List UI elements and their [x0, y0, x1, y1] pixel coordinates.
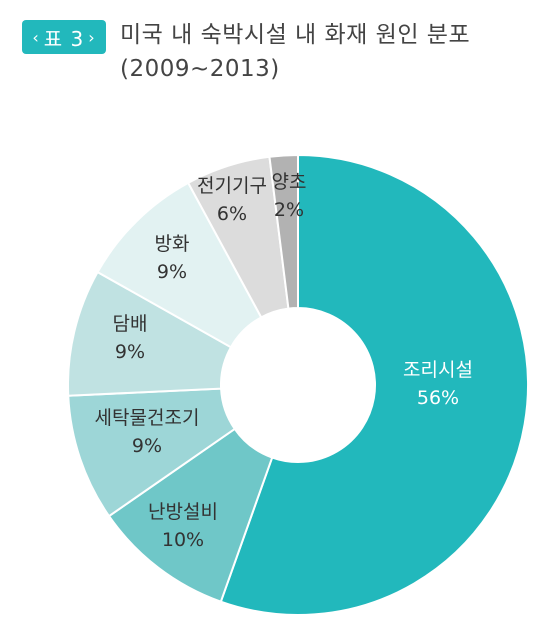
slice-value-7: 2%: [274, 199, 304, 221]
slice-category-6: 전기기구: [197, 175, 267, 197]
chart-title-line2: (2009~2013): [120, 56, 280, 82]
slice-label-6: 전기기구 6%: [197, 175, 267, 225]
table-number-label: 표 3: [43, 26, 85, 51]
slice-label-2: 난방설비 10%: [148, 501, 218, 551]
slice-category-2: 난방설비: [148, 501, 218, 523]
slice-label-7: 양초 2%: [272, 171, 307, 221]
slice-value-3: 9%: [132, 435, 162, 457]
slice-category-4: 담배: [113, 313, 148, 335]
slice-value-2: 10%: [162, 529, 204, 551]
chevron-left-icon: ‹: [32, 27, 40, 47]
chevron-right-icon: ›: [88, 27, 96, 47]
chart-title: 미국 내 숙박시설 내 화재 원인 분포 (2009~2013): [120, 18, 540, 86]
slice-2: [107, 427, 274, 603]
slice-value-4: 9%: [115, 341, 145, 363]
slice-5: [96, 181, 263, 349]
slice-category-3: 세탁물건조기: [95, 407, 200, 429]
slice-category-7: 양초: [272, 171, 307, 193]
slice-category-5: 방화: [155, 233, 190, 255]
slice-1: [219, 153, 529, 616]
table-number-badge: ‹ 표 3 ›: [22, 20, 106, 54]
slice-value-5: 9%: [157, 261, 187, 283]
slice-4: [67, 270, 233, 397]
slice-category-1: 조리시설: [403, 359, 473, 381]
slice-7: [268, 153, 299, 310]
chart-title-line1: 미국 내 숙박시설 내 화재 원인 분포: [120, 22, 471, 48]
slice-label-4: 담배 9%: [113, 313, 148, 363]
slice-value-6: 6%: [217, 203, 247, 225]
slice-label-5: 방화 9%: [155, 233, 190, 283]
slice-value-1: 56%: [417, 387, 459, 409]
slice-3: [67, 387, 237, 518]
slice-label-1: 조리시설 56%: [403, 359, 473, 409]
slice-label-3: 세탁물건조기 9%: [95, 407, 200, 457]
